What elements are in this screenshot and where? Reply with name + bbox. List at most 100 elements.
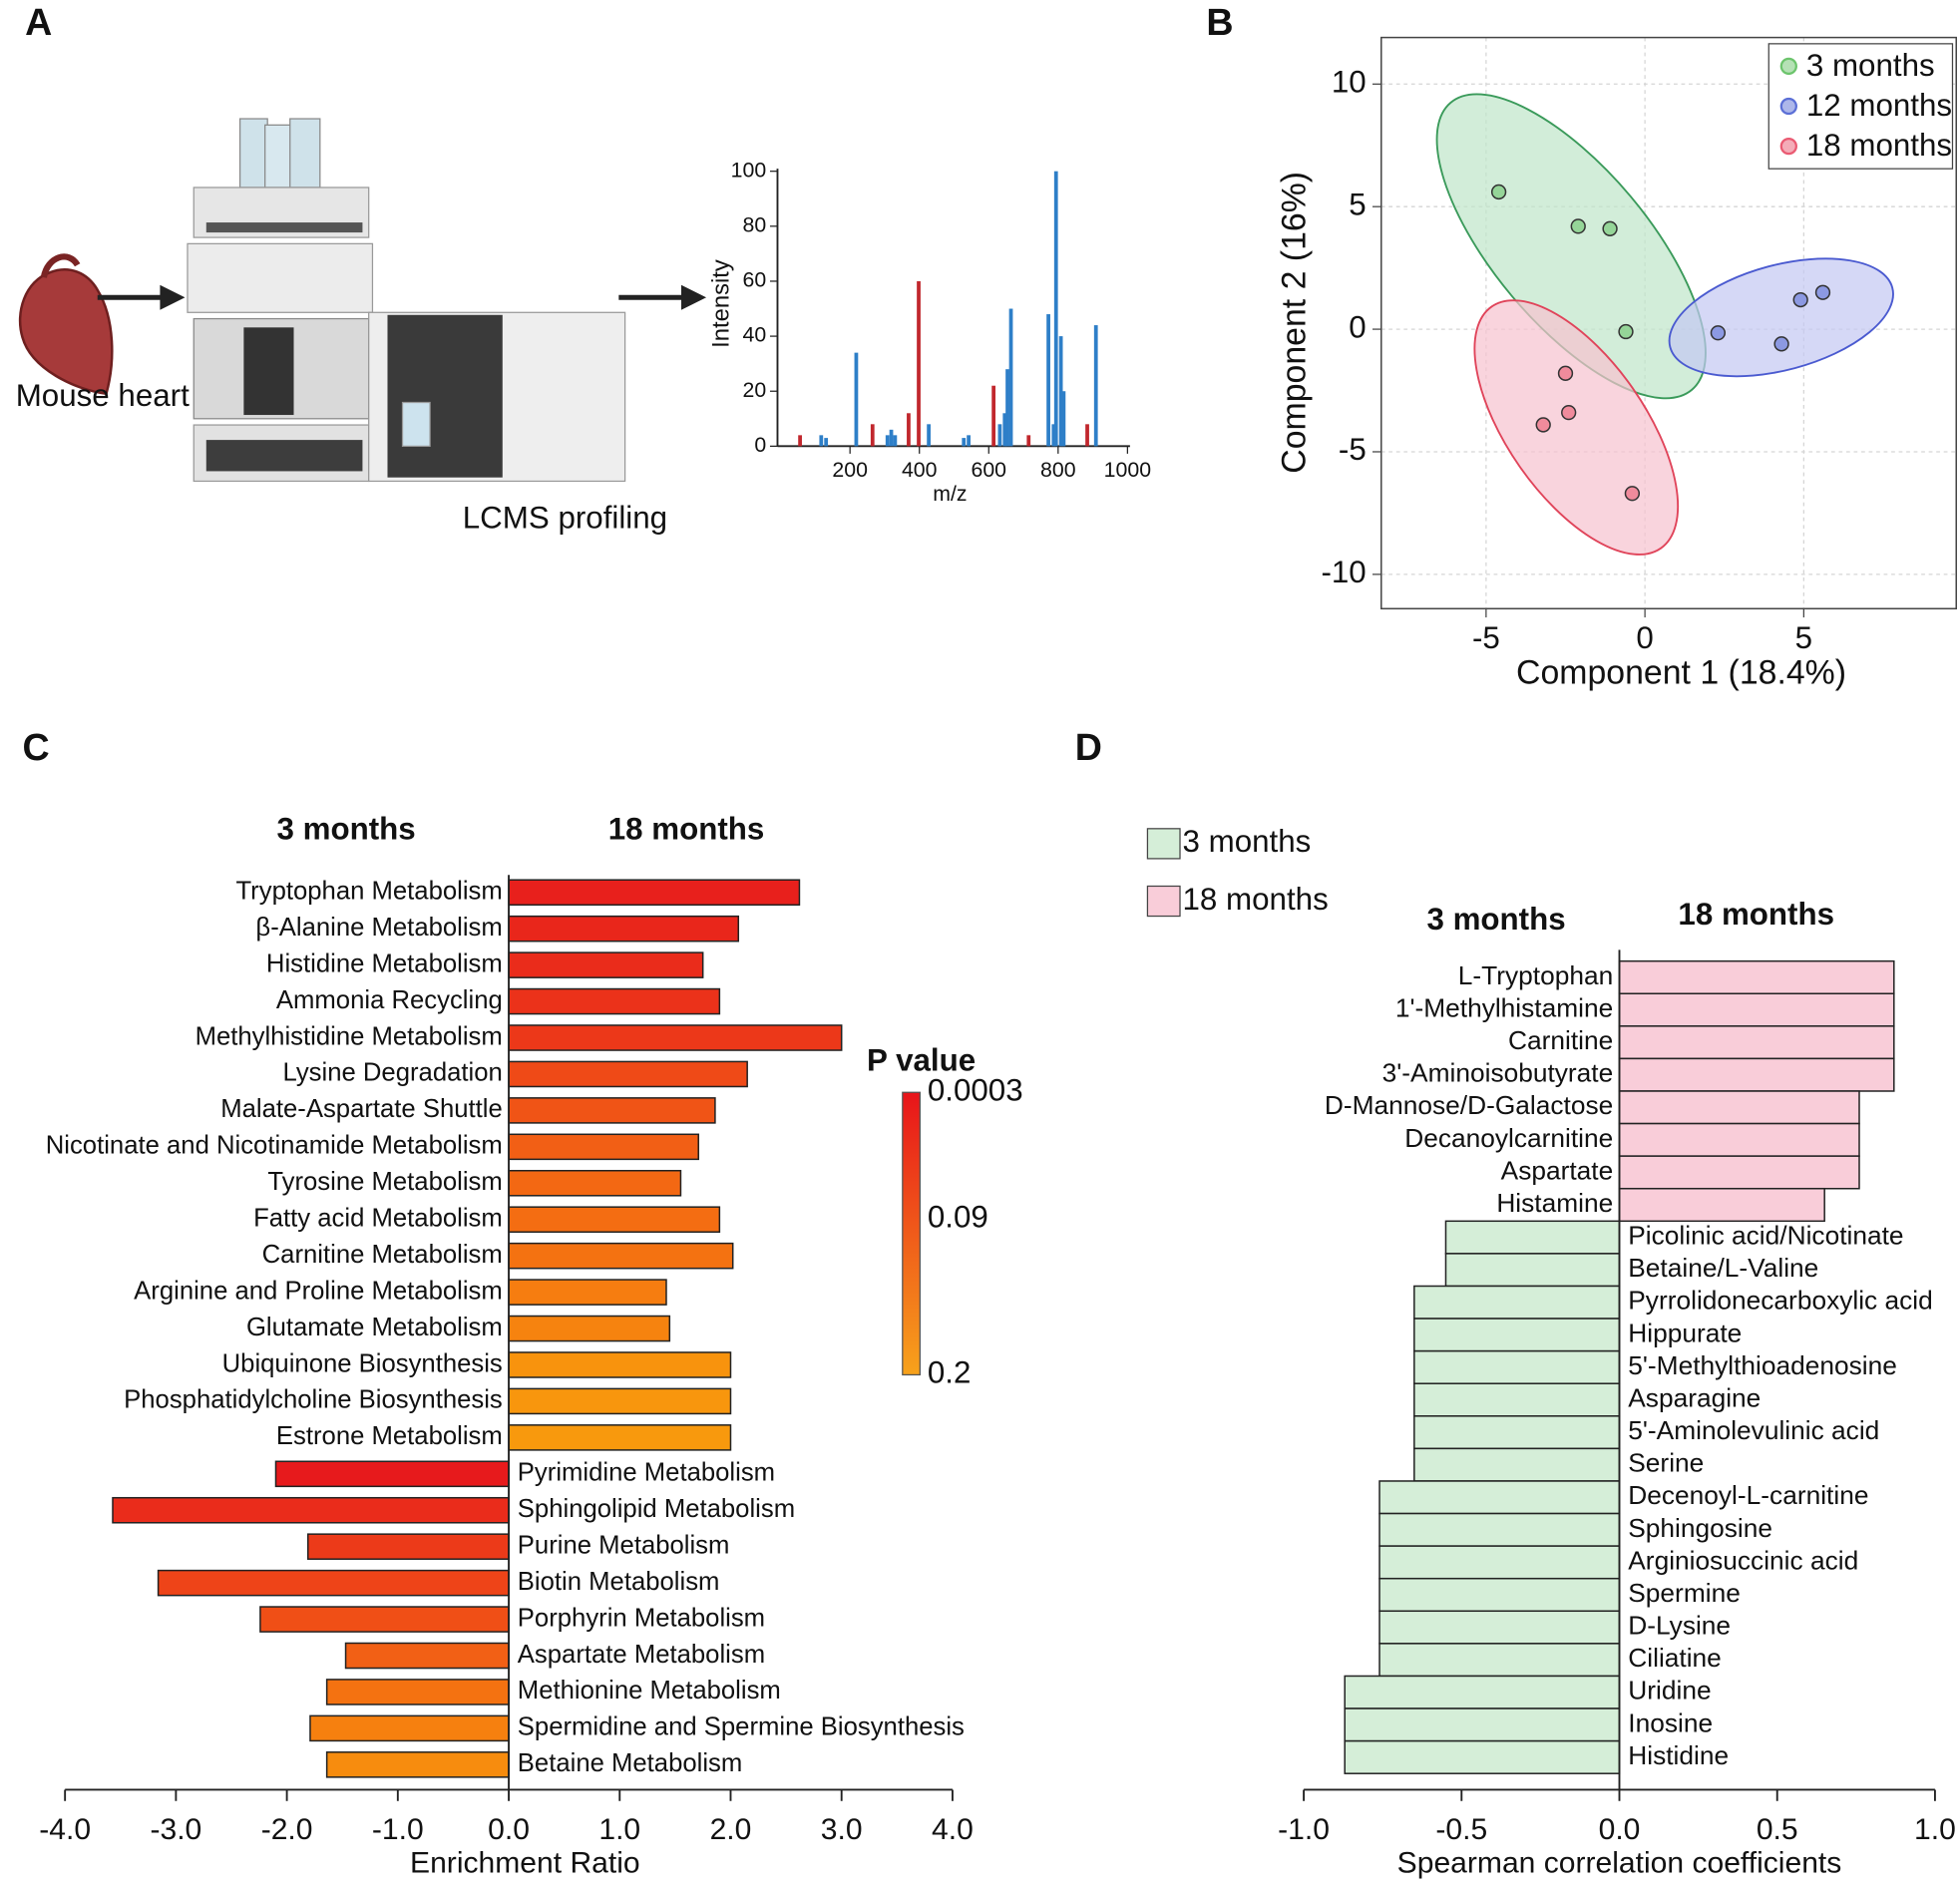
category-label: Spermidine and Spermine Biosynthesis [518,1713,965,1741]
bar [274,1460,510,1488]
bar [508,915,740,943]
bar [1378,1480,1621,1515]
category-label: Methylhistidine Metabolism [196,1022,503,1050]
bar [1618,1122,1860,1157]
category-label: Ubiquinone Biosynthesis [222,1349,503,1377]
bar [1618,1155,1860,1190]
colorbar [902,1091,921,1376]
category-label: Histidine [1628,1740,1729,1770]
bar [1378,1545,1621,1580]
peak [1058,336,1063,447]
category-label: Ciliatine [1628,1643,1722,1673]
bar [1378,1610,1621,1645]
legend-marker [1779,137,1797,156]
x-tick-label: 0 [1636,620,1653,655]
x-tick-label: 1000 [1104,458,1152,482]
panel-label: D [1075,726,1102,768]
peak [1093,325,1098,447]
bar [508,1060,748,1088]
x-tick-label: 400 [902,458,938,482]
category-label: Serine [1628,1448,1704,1478]
x-axis-label: Component 1 (18.4%) [1516,654,1846,692]
x-tick-label: 5 [1795,620,1812,655]
x-tick-label: 0.5 [1757,1813,1798,1846]
bar [1378,1512,1621,1547]
category-label: Inosine [1628,1707,1713,1737]
category-label: Picolinic acid/Nicotinate [1628,1221,1903,1251]
category-label: Carnitine Metabolism [262,1241,503,1269]
category-label: β-Alanine Metabolism [255,914,502,942]
bar [508,1242,734,1270]
point [1814,284,1831,300]
bar [508,987,721,1015]
illustration [18,118,707,483]
x-tick-label: -4.0 [39,1813,91,1846]
module-door [243,327,294,416]
category-label: Decanoylcarnitine [1404,1123,1613,1153]
category-label: Estrone Metabolism [276,1422,503,1450]
bar [508,879,801,907]
category-label: Malate-Aspartate Shuttle [220,1095,503,1123]
category-label: D-Mannose/D-Galactose [1325,1090,1613,1120]
y-tick-label: 20 [743,378,767,402]
bar [508,1024,843,1051]
category-label: Spermine [1628,1578,1741,1608]
category-label: Nicotinate and Nicotinamide Metabolism [46,1132,503,1160]
column-header: 3 months [1426,902,1565,937]
bar [1444,1253,1621,1288]
bar [1344,1739,1621,1774]
bar [1413,1349,1621,1384]
point [1602,220,1618,236]
bar [1618,1187,1825,1223]
x-tick-label: 200 [832,458,868,482]
category-label: Ammonia Recycling [276,986,503,1014]
bottle [238,118,268,189]
bar [1413,1447,1621,1482]
category-label: Uridine [1628,1676,1711,1705]
point [1535,417,1551,433]
y-tick-label: 5 [1349,187,1366,221]
bar [1618,1090,1860,1125]
bar [1413,1382,1621,1417]
x-tick-label: -3.0 [150,1813,201,1846]
bar [508,1351,732,1378]
bar [1618,959,1895,994]
peak [927,424,931,447]
category-label: Arginine and Proline Metabolism [134,1277,503,1305]
bar [508,1206,721,1233]
category-label: Carnitine [1508,1025,1613,1055]
peak [917,280,921,447]
point [1490,184,1507,200]
x-tick-label: 800 [1040,458,1076,482]
bar [508,1279,667,1306]
legend-marker [1779,57,1797,76]
panel-label: C [23,726,50,768]
annotation: Mouse heart [16,378,190,413]
category-label: Betaine/L-Valine [1628,1253,1818,1283]
x-tick-label: 0.0 [1599,1813,1641,1846]
category-label: L-Tryptophan [1458,960,1613,990]
legend-label: 12 months [1806,88,1952,123]
module-strip [205,222,363,233]
bar [1618,1057,1895,1092]
bar [325,1751,510,1778]
category-label: Betaine Metabolism [518,1749,742,1777]
peak [819,435,824,447]
panel-label: A [25,1,52,43]
peak [885,435,890,447]
ellipse [1668,257,1894,378]
colorbar-tick-label: 0.09 [928,1200,988,1235]
category-label: Histidine Metabolism [266,949,503,977]
peak [967,435,971,447]
column-header: 3 months [277,812,416,847]
category-label: Glutamate Metabolism [246,1314,503,1341]
legend-marker [1779,97,1797,116]
legend-label: 18 months [1183,882,1329,917]
y-tick-label: 10 [1332,65,1367,100]
bar [1444,1220,1621,1255]
bar [1413,1415,1621,1450]
y-tick-label: 60 [743,268,767,292]
bar [508,1097,716,1124]
x-tick-label: -0.5 [1435,1813,1487,1846]
point [1557,365,1574,381]
